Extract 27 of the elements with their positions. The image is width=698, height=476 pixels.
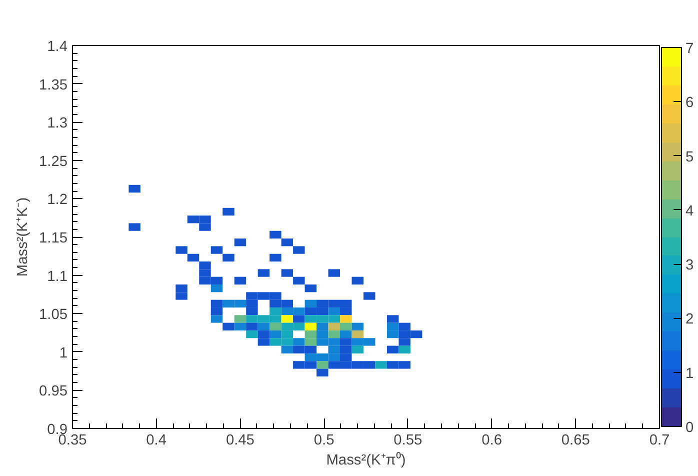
x-tick-label: 0.6	[482, 432, 502, 448]
color-bar-label: 0	[686, 420, 694, 436]
y-tick-label: 1.15	[38, 230, 68, 246]
color-bar-label: 7	[686, 41, 694, 57]
color-bar-label: 4	[686, 203, 694, 220]
color-bar-label: 2	[686, 312, 694, 328]
x-tick-label: 0.65	[561, 432, 590, 448]
x-tick-label: 0.7	[649, 432, 670, 448]
x-tick-label: 0.45	[226, 432, 254, 448]
y-tick-label: 0.95	[38, 384, 68, 400]
x-tick-label: 0.4	[146, 432, 167, 448]
y-tick-label: 1	[59, 345, 68, 362]
color-bar-label: 5	[686, 149, 694, 166]
color-bar-label: 3	[686, 258, 694, 274]
color-bar-label: 6	[686, 95, 694, 112]
x-tick-label: 0.55	[394, 432, 422, 448]
y-tick-label: 1.4	[47, 39, 68, 55]
y-tick-label: 1.2	[47, 192, 68, 208]
x-axis-title: Mass²(K⁺π⁰)	[326, 452, 406, 468]
color-bar-label: 1	[686, 366, 694, 382]
y-tick-label: 1.3	[47, 116, 68, 132]
y-tick-label: 1.05	[38, 307, 68, 324]
y-tick-label: 1.35	[38, 77, 68, 94]
y-tick-label: 1.1	[47, 268, 68, 285]
y-axis-title: Mass²(K⁺K⁻)	[14, 197, 31, 277]
x-tick-label: 0.5	[314, 432, 334, 448]
y-tick-label: 1.25	[38, 154, 68, 170]
